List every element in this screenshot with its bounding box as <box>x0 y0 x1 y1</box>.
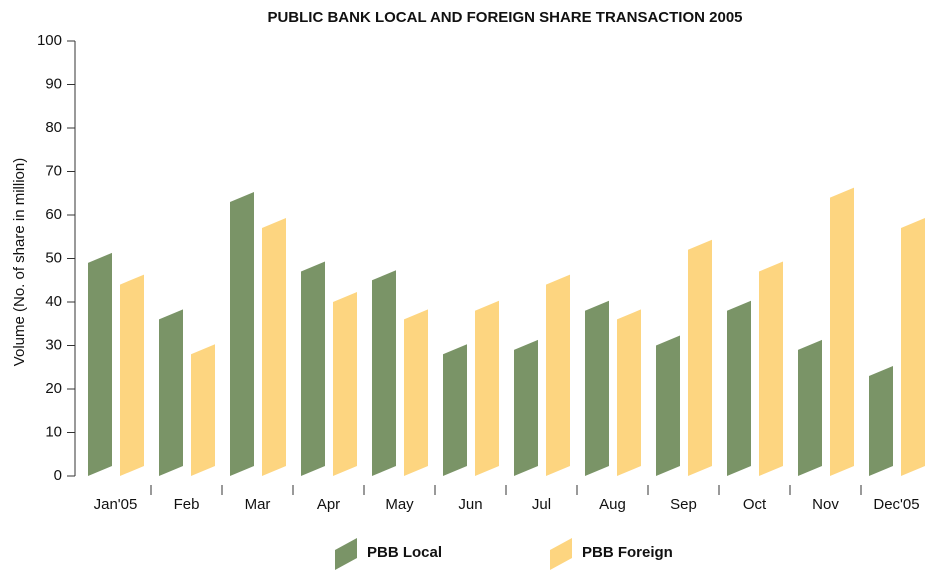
bar <box>372 270 396 476</box>
bar <box>301 261 325 476</box>
legend-swatch <box>335 538 357 570</box>
legend-swatch <box>550 538 572 570</box>
chart-title: PUBLIC BANK LOCAL AND FOREIGN SHARE TRAN… <box>267 9 742 26</box>
x-tick-label: Jan'05 <box>94 496 138 513</box>
bar <box>230 191 254 476</box>
x-tick-label: Oct <box>743 496 767 513</box>
x-tick-label: Nov <box>812 496 839 513</box>
y-tick-label: 90 <box>45 75 62 92</box>
y-tick-label: 40 <box>45 293 62 310</box>
bar <box>688 239 712 476</box>
y-axis-label: Volume (No. of share in million) <box>11 158 28 366</box>
bar <box>830 187 854 476</box>
y-tick-label: 60 <box>45 206 62 223</box>
x-tick-label: Sep <box>670 496 697 513</box>
bar <box>585 300 609 476</box>
bar <box>120 274 144 476</box>
bar <box>759 261 783 476</box>
y-tick-label: 50 <box>45 249 62 266</box>
bar <box>159 309 183 476</box>
x-tick-label: May <box>385 496 414 513</box>
y-tick-label: 30 <box>45 336 62 353</box>
y-tick-label: 70 <box>45 162 62 179</box>
bar <box>546 274 570 476</box>
y-tick-label: 20 <box>45 380 62 397</box>
y-tick-label: 0 <box>54 467 62 484</box>
bar <box>869 365 893 476</box>
bar <box>333 292 357 476</box>
y-tick-label: 100 <box>37 32 62 49</box>
bar <box>727 300 751 476</box>
legend-label: PBB Foreign <box>582 544 673 561</box>
bar <box>443 344 467 476</box>
x-tick-label: Dec'05 <box>873 496 919 513</box>
bar <box>656 335 680 476</box>
y-tick-label: 10 <box>45 423 62 440</box>
x-tick-label: Aug <box>599 496 626 513</box>
bar <box>798 339 822 476</box>
bar <box>617 309 641 476</box>
bar <box>191 344 215 476</box>
x-tick-label: Feb <box>174 496 200 513</box>
bar <box>262 218 286 477</box>
x-tick-label: Jun <box>458 496 482 513</box>
legend-label: PBB Local <box>367 544 442 561</box>
bar <box>901 218 925 477</box>
y-tick-label: 80 <box>45 119 62 136</box>
bar <box>475 300 499 476</box>
x-tick-label: Jul <box>532 496 551 513</box>
x-tick-label: Apr <box>317 496 340 513</box>
x-tick-label: Mar <box>245 496 271 513</box>
bar <box>514 339 538 476</box>
bar <box>88 252 112 476</box>
bar <box>404 309 428 476</box>
